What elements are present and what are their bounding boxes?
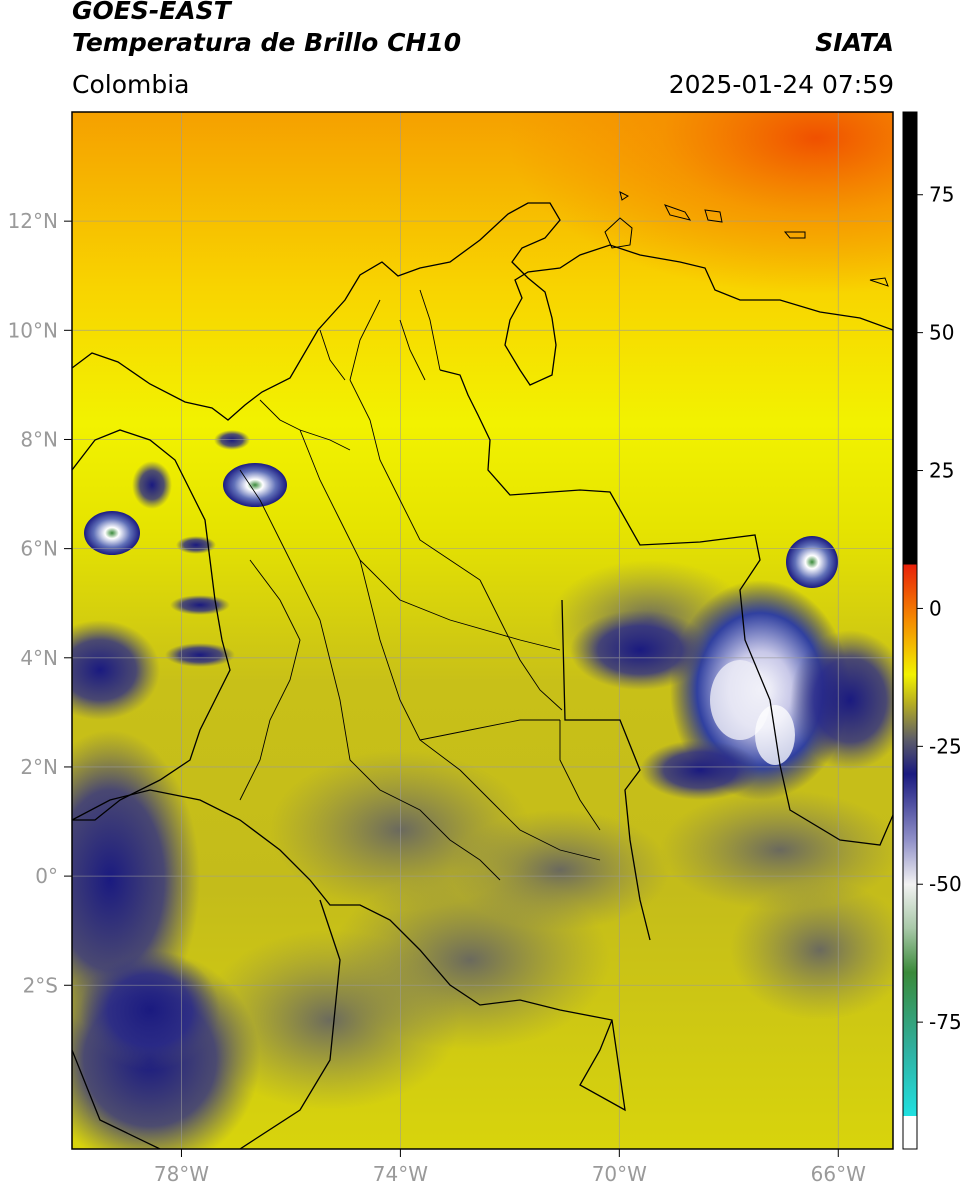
cloud-field	[72, 112, 893, 1149]
colorbar-tick-label: 50	[929, 321, 954, 345]
caribbean-coastline	[72, 202, 893, 421]
lat-tick-label: 2°N	[20, 755, 58, 779]
colorbar-tick-label: -75	[929, 1010, 962, 1034]
islands	[604, 191, 889, 287]
pacific-coastline	[72, 429, 231, 821]
lon-tick-label: 78°W	[154, 1162, 209, 1186]
country-border-south	[72, 789, 626, 1112]
country-border-east	[561, 599, 651, 941]
lat-tick-label: 8°N	[20, 427, 58, 451]
graticule	[72, 112, 893, 1149]
department-borders	[239, 289, 601, 881]
colorbar-tick-label: -25	[929, 734, 962, 758]
lat-tick-label: 10°N	[8, 318, 58, 342]
colorbar-tick-label: 75	[929, 183, 954, 207]
datetime-label: 2025-01-24 07:59	[668, 70, 894, 99]
country-border-colombia	[439, 369, 893, 846]
region-label: Colombia	[72, 70, 190, 99]
amazon-border	[72, 899, 341, 1149]
organization-label: SIATA	[815, 28, 894, 57]
colorbar: 75 50 25 0 -25 -50 -75	[902, 111, 962, 1150]
lon-tick-label: 74°W	[373, 1162, 428, 1186]
longitude-ticks: 78°W 74°W 70°W 66°W	[154, 1149, 866, 1186]
colorbar-tick-label: -50	[929, 872, 962, 896]
latitude-ticks: 12°N 10°N 8°N 6°N 4°N 2°N 0° 2°S	[8, 209, 72, 997]
map-frame	[71, 111, 894, 1150]
lat-tick-label: 0°	[35, 864, 58, 888]
borders	[72, 191, 893, 1149]
lat-tick-label: 2°S	[23, 973, 58, 997]
lat-tick-label: 12°N	[8, 209, 58, 233]
satellite-title: GOES-EAST	[72, 0, 231, 25]
colorbar-tick-label: 0	[929, 596, 942, 620]
colorbar-gradient	[902, 111, 918, 1150]
lat-tick-label: 4°N	[20, 646, 58, 670]
colorbar-tick-label: 25	[929, 459, 954, 483]
product-title: Temperatura de Brillo CH10	[72, 28, 462, 57]
lat-tick-label: 6°N	[20, 537, 58, 561]
lon-tick-label: 70°W	[592, 1162, 647, 1186]
lon-tick-label: 66°W	[811, 1162, 866, 1186]
